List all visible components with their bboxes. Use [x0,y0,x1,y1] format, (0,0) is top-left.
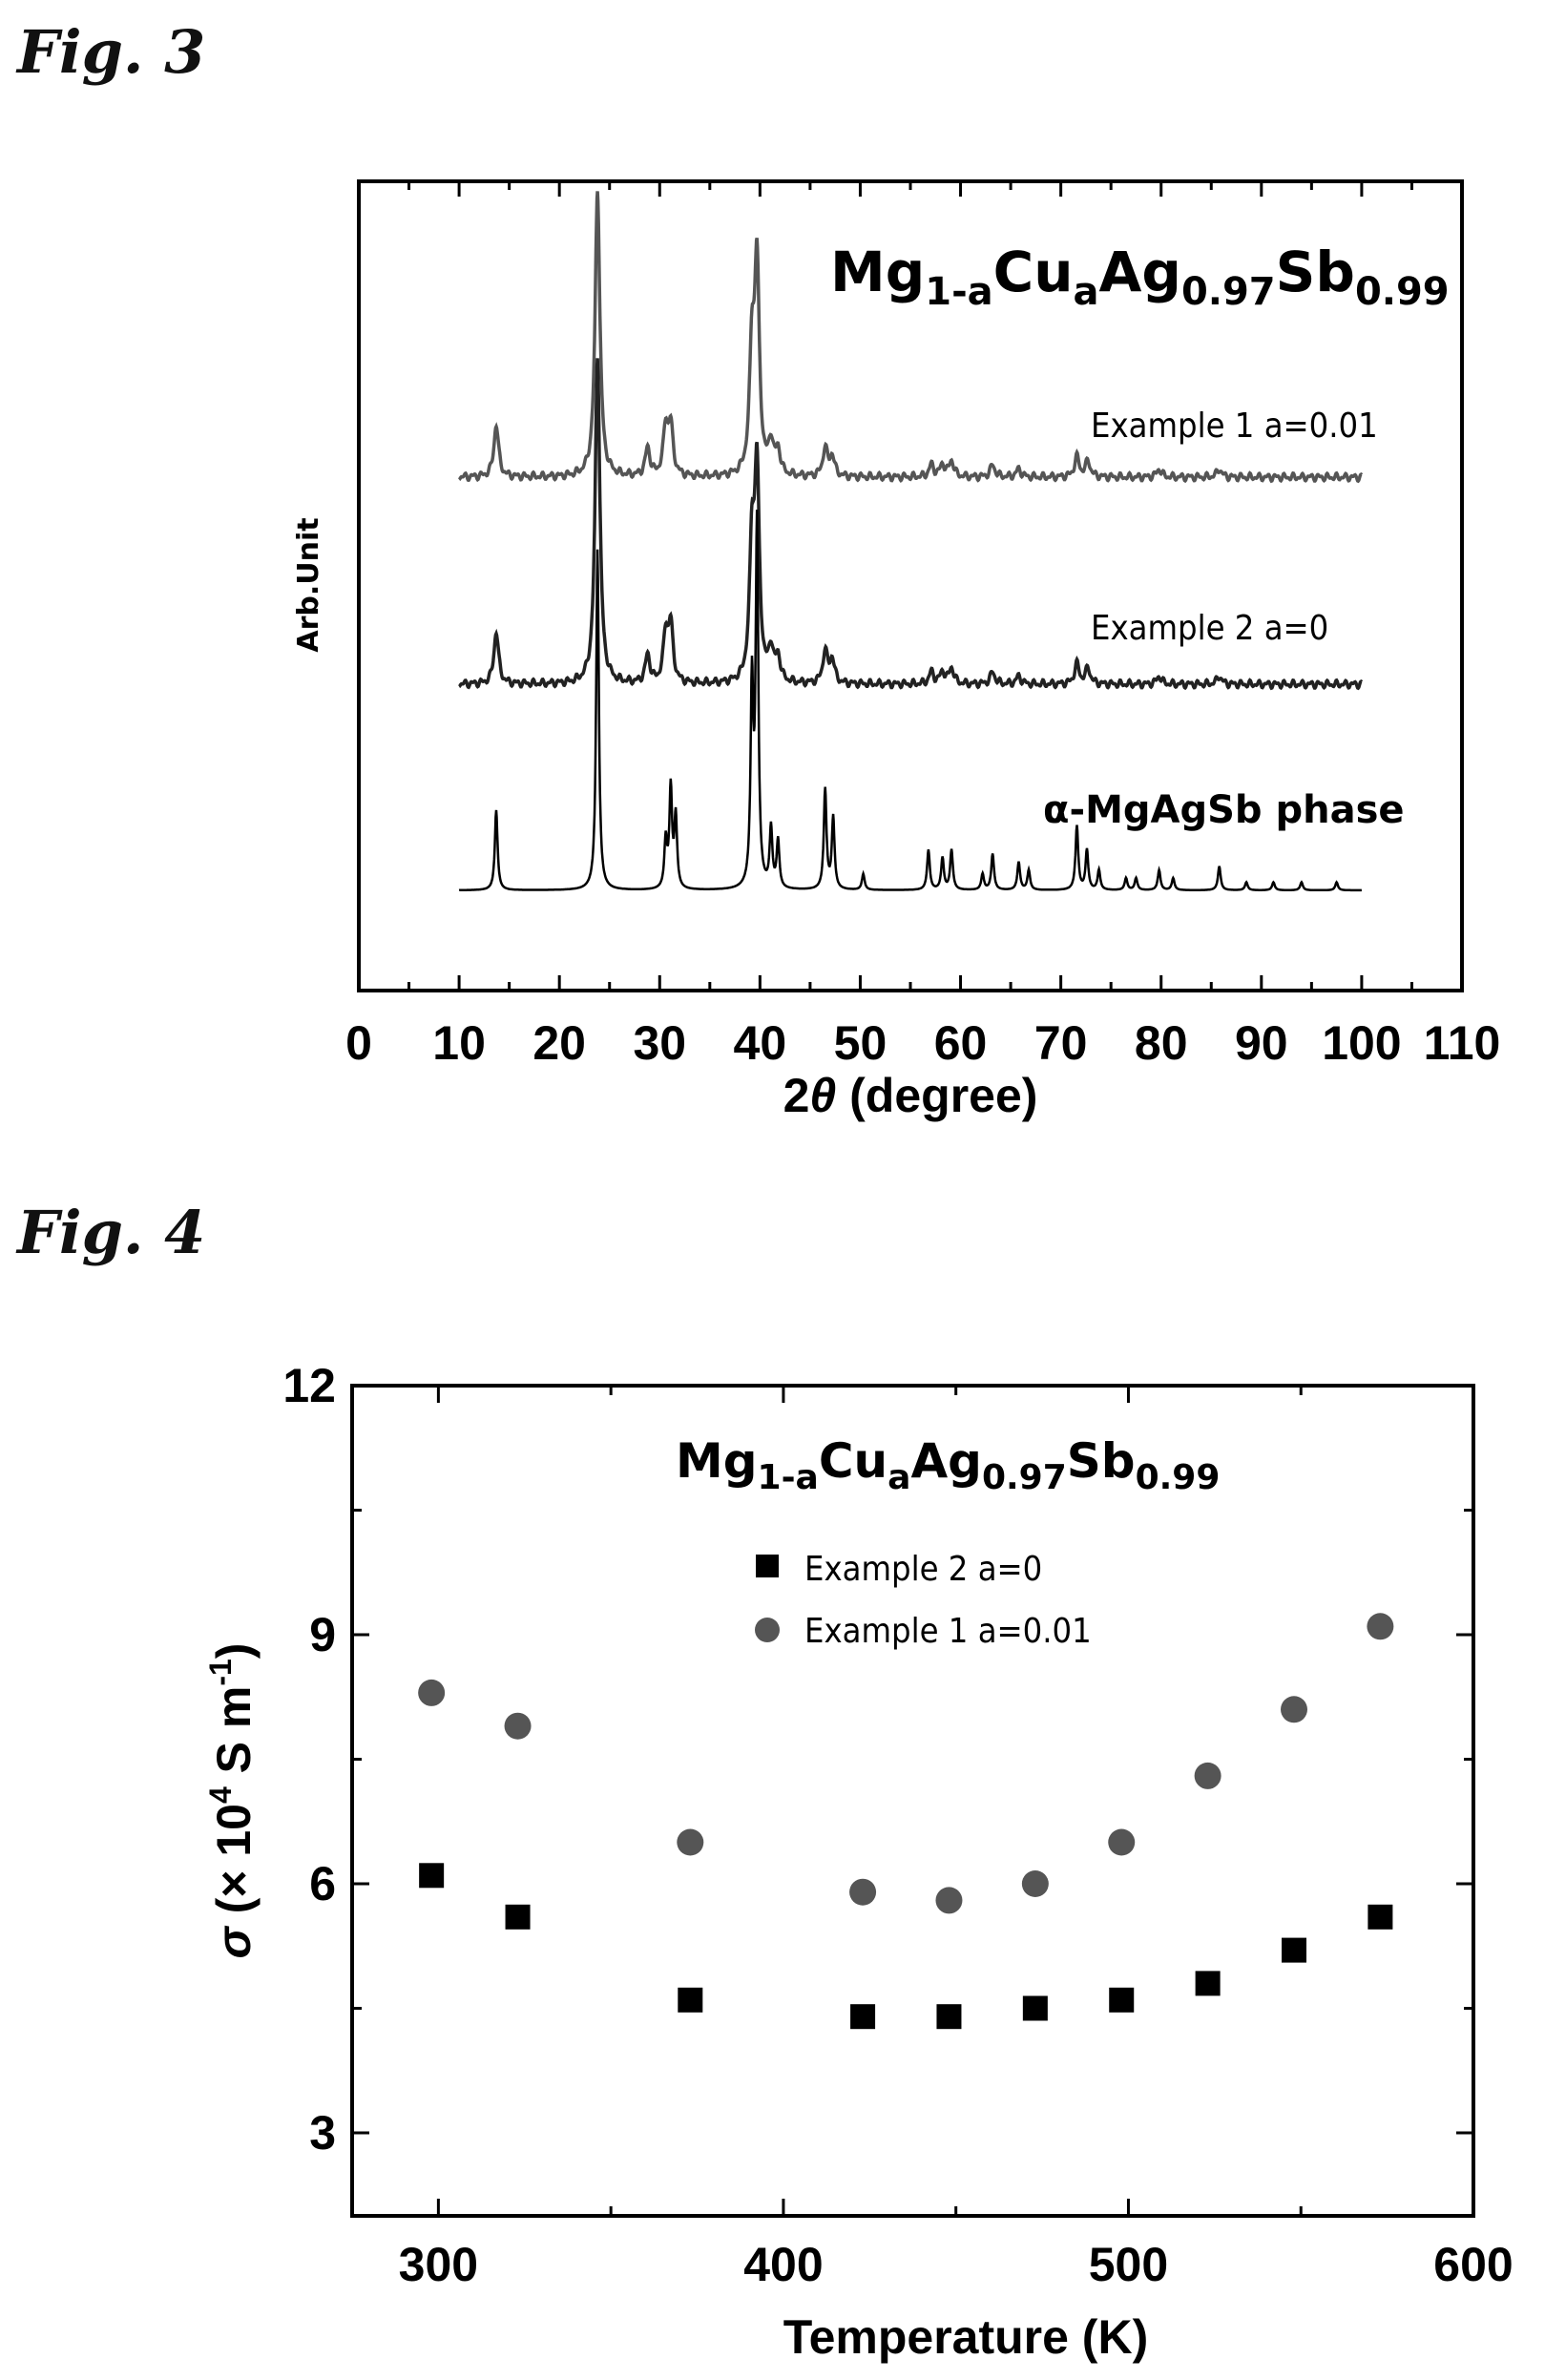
data-point-square [678,1987,703,2013]
data-point-circle [677,1828,704,1856]
scatter-points [418,1613,1394,2030]
x-tick-label: 90 [1235,1016,1288,1070]
data-point-square [850,2004,876,2030]
y-tick-label: 3 [309,2106,336,2160]
x-tick-label: 400 [743,2238,823,2291]
series-line-1 [458,358,1364,691]
data-point-circle [1021,1870,1049,1897]
chart-title: Mg1-aCuaAg0.97Sb0.99 [830,240,1450,314]
x-tick-label: 20 [532,1016,586,1070]
x-tick-label: 70 [1034,1016,1088,1070]
x-tick-label: 600 [1433,2238,1513,2291]
x-tick-label: 40 [734,1016,787,1070]
x-tick-label: 500 [1089,2238,1168,2291]
data-point-circle [1108,1828,1136,1856]
data-point-square [1282,1937,1306,1963]
x-tick-label: 100 [1322,1016,1401,1070]
series-line-0 [458,191,1364,484]
axis-ticks [352,1384,1475,2216]
x-tick-label: 110 [1424,1016,1501,1070]
series-label-alpha-phase: α-MgAgSb phase [1043,788,1405,832]
x-tick-label: 60 [934,1016,988,1070]
x-tick-label: 30 [633,1016,686,1070]
data-point-circle [935,1887,963,1914]
data-point-square [936,2004,962,2030]
data-point-square [419,1863,445,1889]
data-point-circle [1281,1696,1307,1723]
data-point-square [1195,1971,1221,1996]
data-point-circle [1194,1762,1221,1789]
x-tick-label: 0 [345,1016,372,1070]
x-axis-label: Temperature (K) [783,2310,1148,2364]
y-axis-label: Arb.Unit [292,517,325,652]
data-point-circle [1367,1613,1394,1640]
y-tick-label: 9 [309,1608,336,1661]
chart-title: Mg1-aCuaAg0.97Sb0.99 [676,1433,1220,1497]
xrd-series [458,191,1364,892]
x-tick-label: 10 [432,1016,486,1070]
x-axis-label: 2θ (degree) [783,1069,1038,1122]
data-point-circle [504,1712,532,1740]
data-point-circle [418,1679,446,1706]
plot-frame [357,179,1464,992]
series-label-example-2: Example 2 a=0 [1091,609,1328,648]
xrd-chart: 0 10 20 30 40 50 60 70 80 90 100 110 Mg1-aCuaAg0.97… [292,179,1500,1122]
data-point-square [1109,1987,1135,2013]
figure-4-label: Fig. 4 [17,1198,206,1267]
axis-tick-labels: 300 400 500 600 3 6 9 12 [282,1359,1513,2291]
data-point-circle [849,1878,877,1906]
data-point-square [1368,1904,1393,1930]
legend-square-marker [756,1555,779,1577]
legend-circle-marker [755,1618,780,1642]
legend-label-example-1: Example 1 a=0.01 [804,1612,1092,1651]
y-tick-label: 6 [309,1857,336,1910]
data-point-square [1022,1995,1048,2021]
data-point-square [505,1904,531,1930]
series-label-example-1: Example 1 a=0.01 [1091,407,1378,446]
x-tick-label: 80 [1135,1016,1188,1070]
series-line-2 [458,510,1362,892]
x-axis-tick-labels: 0 10 20 30 40 50 60 70 80 90 100 110 [345,1016,1500,1070]
x-tick-label: 50 [834,1016,887,1070]
y-axis-label: σ (× 104 S m-1) [203,1643,261,1959]
y-tick-label: 12 [282,1359,336,1412]
legend-label-example-2: Example 2 a=0 [804,1550,1042,1589]
figure-3-label: Fig. 3 [17,17,206,87]
plot-frame [350,1384,1475,2218]
x-tick-label: 300 [399,2238,478,2291]
